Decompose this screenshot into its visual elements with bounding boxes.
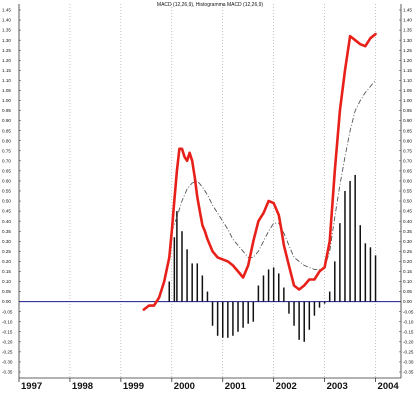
y-tick-label-left: 0.15 (2, 269, 11, 274)
histogram-layer (168, 174, 377, 342)
y-tick-label-left: 1.35 (2, 28, 11, 33)
y-tick-label-right: 0.25 (403, 249, 412, 254)
x-tick-label: 1999 (123, 381, 144, 392)
y-tick-label-right: 1.05 (403, 88, 412, 93)
y-tick-label-right: 0.80 (403, 138, 412, 143)
y-tick-label-left: 0.55 (2, 189, 11, 194)
x-tick-label: 2000 (174, 381, 195, 392)
plot-frame (18, 4, 402, 379)
x-tick-label: 2002 (276, 381, 297, 392)
y-tick-label-right: 1.00 (403, 98, 412, 103)
y-tick-label-left: 0.85 (2, 128, 11, 133)
y-tick-label-right: -0.05 (403, 309, 414, 314)
y-tick-label-left: -0.05 (2, 309, 13, 314)
y-tick-label-right: -0.20 (403, 339, 414, 344)
x-axis-ticks: 1997 1998 1999 2000 2001 2002 2003 2004 (18, 378, 400, 392)
y-tick-label-right: -0.35 (403, 370, 414, 375)
y-tick-label-left: 1.15 (2, 68, 11, 73)
y-tick-label-right: 1.25 (403, 48, 412, 53)
y-tick-label-right: 1.30 (403, 38, 412, 43)
y-axis-ticks: 1.45 1.45 1.40 1.40 1.35 1.35 1.30 1.30 1.25 1.25… (2, 8, 414, 375)
y-tick-label-right: 0.15 (403, 269, 412, 274)
y-tick-label-left: -0.30 (2, 360, 13, 365)
y-tick-label-right: -0.30 (403, 360, 414, 365)
y-tick-label-left: 0.40 (2, 219, 11, 224)
y-tick-label-left: 0.35 (2, 229, 11, 234)
chart-title: MACD (12,26,9), Histogramma MACD (12,26,… (157, 2, 263, 8)
y-tick-label-right: 0.45 (403, 209, 412, 214)
y-tick-label-right: 0.90 (403, 118, 412, 123)
y-tick-label-right: -0.25 (403, 349, 414, 354)
y-tick-label-left: 1.00 (2, 98, 11, 103)
y-tick-label-right: 0.60 (403, 179, 412, 184)
y-tick-label-left: 0.65 (2, 168, 11, 173)
y-tick-label-left: 1.20 (2, 58, 11, 63)
y-tick-label-right: 0.30 (403, 239, 412, 244)
y-tick-label-left: 0.25 (2, 249, 11, 254)
signal-line-layer (171, 80, 376, 270)
y-tick-label-right: 0.95 (403, 108, 412, 113)
y-tick-label-right: 1.20 (403, 58, 412, 63)
y-tick-label-right: 1.35 (403, 28, 412, 33)
y-tick-label-left: 0.90 (2, 118, 11, 123)
x-tick-label: 2003 (327, 381, 348, 392)
y-tick-label-left: -0.25 (2, 349, 13, 354)
y-tick-label-left: 0.50 (2, 199, 11, 204)
y-tick-label-left: 1.40 (2, 18, 11, 23)
y-tick-label-right: 1.40 (403, 18, 412, 23)
y-tick-label-left: 0.80 (2, 138, 11, 143)
y-tick-label-left: 1.10 (2, 78, 11, 83)
y-tick-label-left: 0.00 (2, 299, 11, 304)
y-tick-label-left: 1.30 (2, 38, 11, 43)
y-tick-label-right: 0.50 (403, 199, 412, 204)
y-tick-label-right: 1.45 (403, 8, 412, 13)
y-tick-label-right: 1.15 (403, 68, 412, 73)
y-tick-label-right: 0.85 (403, 128, 412, 133)
y-tick-label-right: 0.35 (403, 229, 412, 234)
y-tick-label-right: 0.55 (403, 189, 412, 194)
macd-line (142, 32, 377, 311)
signal-line (171, 80, 376, 270)
y-tick-label-right: 0.20 (403, 259, 412, 264)
y-tick-label-left: 0.10 (2, 279, 11, 284)
y-tick-label-right: -0.10 (403, 319, 414, 324)
y-tick-label-left: -0.15 (2, 329, 13, 334)
x-tick-label: 1998 (72, 381, 93, 392)
y-tick-label-left: -0.20 (2, 339, 13, 344)
y-tick-label-left: 1.45 (2, 8, 11, 13)
y-tick-label-left: -0.35 (2, 370, 13, 375)
y-tick-label-left: -0.10 (2, 319, 13, 324)
y-tick-label-left: 0.95 (2, 108, 11, 113)
y-tick-label-right: 0.40 (403, 219, 412, 224)
y-tick-label-right: 1.10 (403, 78, 412, 83)
y-tick-label-left: 0.20 (2, 259, 11, 264)
y-tick-label-right: 0.00 (403, 299, 412, 304)
x-tick-label: 2004 (378, 381, 400, 392)
y-tick-label-right: 0.65 (403, 168, 412, 173)
y-tick-label-left: 0.30 (2, 239, 11, 244)
macd-line-layer (142, 32, 377, 311)
y-tick-label-left: 1.05 (2, 88, 11, 93)
y-tick-label-right: 0.10 (403, 279, 412, 284)
y-tick-label-right: 0.75 (403, 148, 412, 153)
y-tick-label-left: 0.70 (2, 158, 11, 163)
y-tick-label-right: -0.15 (403, 329, 414, 334)
y-tick-label-right: 0.05 (403, 289, 412, 294)
y-tick-label-left: 1.25 (2, 48, 11, 53)
y-tick-label-right: 0.70 (403, 158, 412, 163)
x-tick-label: 1997 (21, 381, 42, 392)
y-tick-label-left: 0.75 (2, 148, 11, 153)
y-tick-label-left: 0.45 (2, 209, 11, 214)
y-tick-label-left: 0.05 (2, 289, 11, 294)
x-tick-label: 2001 (225, 381, 247, 392)
y-tick-label-left: 0.60 (2, 179, 11, 184)
